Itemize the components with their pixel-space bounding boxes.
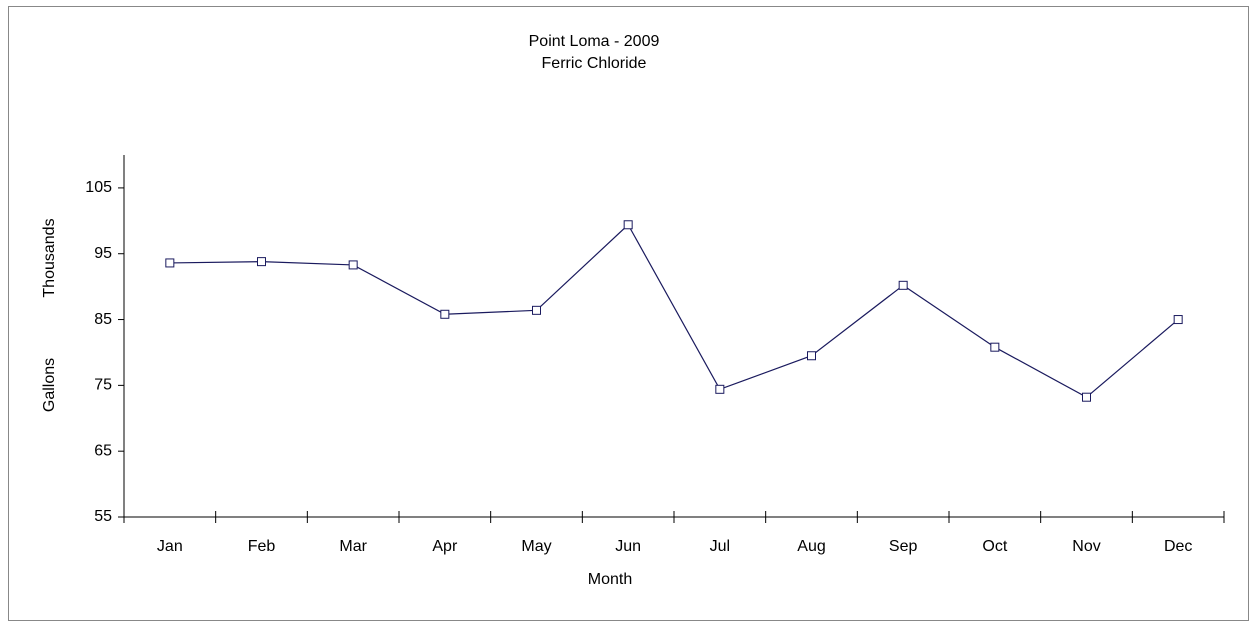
point-marker [623, 220, 633, 230]
y-tick-label: 85 [94, 311, 112, 328]
point-marker [898, 280, 908, 290]
y-tick-label: 65 [94, 442, 112, 459]
point-marker [715, 384, 725, 394]
series-line [169, 223, 1179, 398]
x-tick-label: Jun [615, 538, 641, 555]
x-tick-label: Oct [982, 538, 1007, 555]
point-marker [990, 342, 1000, 352]
chart-subtitle: Ferric Chloride [542, 55, 647, 72]
point-marker [348, 260, 358, 270]
point-marker [440, 309, 450, 319]
point-marker [257, 257, 266, 267]
point-marker [1173, 315, 1183, 325]
point-marker [165, 258, 175, 268]
x-tick-label: Feb [248, 538, 276, 555]
chart-frame [8, 6, 1249, 621]
x-tick-label: Jul [710, 538, 730, 555]
x-tick-label: Aug [797, 538, 825, 555]
y-tick-label: 75 [94, 377, 112, 394]
chart-title: Point Loma - 2009 [529, 33, 660, 50]
y-tick-label: 55 [94, 508, 112, 525]
point-marker [532, 305, 541, 315]
y-tick-label: 95 [94, 245, 112, 262]
y-axis-label: Gallons [41, 358, 58, 412]
point-marker [807, 351, 816, 361]
x-tick-label: Mar [339, 538, 367, 555]
x-tick-label: Dec [1164, 538, 1192, 555]
point-marker [1082, 392, 1091, 402]
x-tick-label: Jan [157, 538, 183, 555]
y-tick-label: 105 [85, 179, 112, 196]
x-axis-label: Month [588, 571, 632, 588]
y-axis-unit: Thousands [41, 218, 58, 297]
x-tick-label: Apr [432, 538, 458, 555]
x-tick-label: Sep [889, 538, 918, 555]
x-tick-label: May [521, 538, 551, 555]
x-tick-label: Nov [1072, 538, 1100, 555]
